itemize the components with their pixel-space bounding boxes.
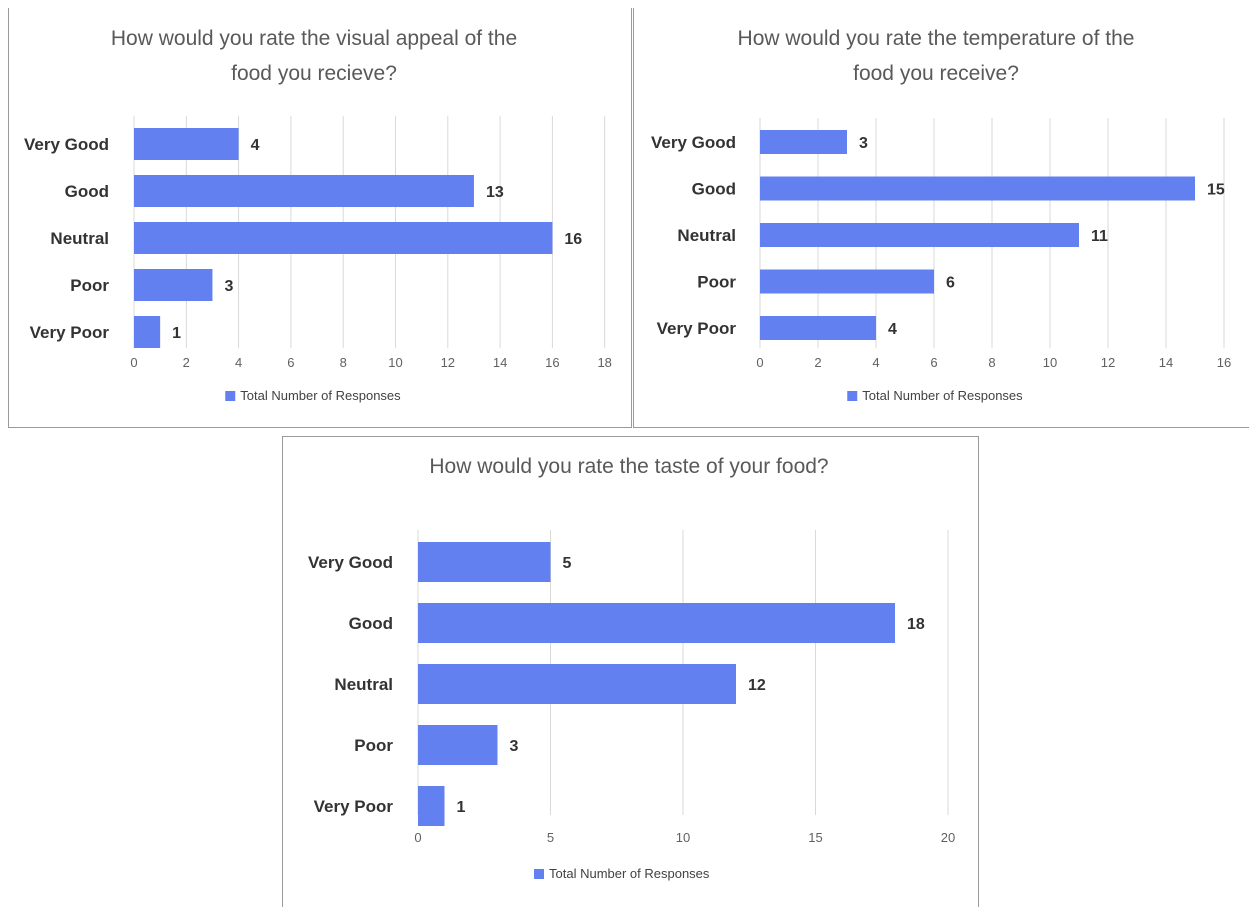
x-tick-label: 15	[808, 830, 822, 845]
x-tick-label: 8	[340, 355, 347, 370]
x-tick-label: 2	[814, 355, 821, 370]
x-tick-label: 12	[441, 355, 455, 370]
x-tick-label: 2	[183, 355, 190, 370]
bar	[418, 664, 736, 704]
x-tick-label: 0	[756, 355, 763, 370]
x-tick-label: 20	[941, 830, 955, 845]
bar	[418, 786, 445, 826]
category-label: Good	[692, 180, 736, 199]
category-label: Neutral	[50, 229, 109, 248]
data-label: 1	[172, 325, 181, 342]
x-tick-label: 12	[1101, 355, 1115, 370]
legend-swatch	[534, 869, 544, 879]
bar	[418, 542, 551, 582]
chart-panel-taste: How would you rate the taste of your foo…	[282, 436, 979, 907]
legend-swatch	[847, 391, 858, 401]
category-label: Poor	[354, 736, 393, 755]
data-label: 3	[224, 278, 233, 295]
data-label: 1	[457, 799, 466, 816]
chart-title-line: How would you rate the visual appeal of …	[111, 27, 517, 50]
data-label: 4	[888, 321, 897, 338]
chart-taste: How would you rate the taste of your foo…	[308, 455, 955, 881]
data-label: 16	[564, 231, 582, 248]
x-tick-label: 10	[676, 830, 690, 845]
x-tick-label: 10	[1043, 355, 1057, 370]
bar	[134, 175, 474, 207]
bar	[760, 269, 934, 294]
bar	[418, 603, 895, 643]
x-tick-label: 0	[130, 355, 137, 370]
x-tick-label: 16	[545, 355, 559, 370]
bar	[760, 316, 876, 340]
category-label: Very Poor	[314, 797, 394, 816]
x-tick-label: 0	[414, 830, 421, 845]
data-label: 13	[486, 184, 504, 201]
chart-title-line: How would you rate the temperature of th…	[738, 27, 1135, 50]
data-label: 15	[1207, 182, 1225, 199]
bar	[760, 223, 1079, 247]
category-label: Neutral	[334, 675, 393, 694]
legend-label: Total Number of Responses	[862, 388, 1023, 403]
category-label: Very Good	[24, 135, 109, 154]
category-label: Neutral	[677, 226, 736, 245]
x-tick-label: 6	[930, 355, 937, 370]
chart-title-line: How would you rate the taste of your foo…	[429, 455, 828, 478]
chart-temperature: How would you rate the temperature of th…	[651, 27, 1231, 403]
category-label: Very Poor	[30, 323, 110, 342]
chart-panel-temperature: How would you rate the temperature of th…	[633, 8, 1249, 428]
category-label: Good	[65, 182, 109, 201]
x-tick-label: 5	[547, 830, 554, 845]
bar	[760, 176, 1195, 201]
data-label: 3	[510, 738, 519, 755]
data-label: 5	[563, 555, 572, 572]
legend-swatch	[225, 391, 236, 401]
x-tick-label: 4	[235, 355, 242, 370]
x-tick-label: 16	[1217, 355, 1231, 370]
bar	[134, 269, 213, 301]
chart-title-line: food you recieve?	[231, 62, 397, 85]
x-tick-label: 4	[872, 355, 879, 370]
bar	[760, 130, 847, 154]
bar	[134, 316, 161, 348]
x-tick-label: 14	[493, 355, 507, 370]
data-label: 18	[907, 616, 925, 633]
category-label: Good	[349, 614, 393, 633]
data-label: 6	[946, 275, 955, 292]
category-label: Poor	[70, 276, 109, 295]
data-label: 12	[748, 677, 766, 694]
x-tick-label: 14	[1159, 355, 1173, 370]
data-label: 3	[859, 135, 868, 152]
x-tick-label: 8	[988, 355, 995, 370]
category-label: Very Poor	[657, 319, 737, 338]
chart-visual-appeal: How would you rate the visual appeal of …	[24, 27, 612, 403]
category-label: Poor	[697, 273, 736, 292]
chart-title-line: food you receive?	[853, 62, 1019, 85]
x-tick-label: 10	[388, 355, 402, 370]
category-label: Very Good	[651, 133, 736, 152]
x-tick-label: 6	[287, 355, 294, 370]
category-label: Very Good	[308, 553, 393, 572]
legend-label: Total Number of Responses	[240, 388, 401, 403]
bar	[134, 128, 239, 160]
x-tick-label: 18	[597, 355, 611, 370]
data-label: 4	[251, 137, 260, 154]
bar	[134, 222, 553, 254]
legend-label: Total Number of Responses	[549, 866, 710, 881]
bar	[418, 725, 498, 765]
data-label: 11	[1091, 228, 1108, 245]
chart-panel-visual-appeal: How would you rate the visual appeal of …	[8, 8, 632, 428]
